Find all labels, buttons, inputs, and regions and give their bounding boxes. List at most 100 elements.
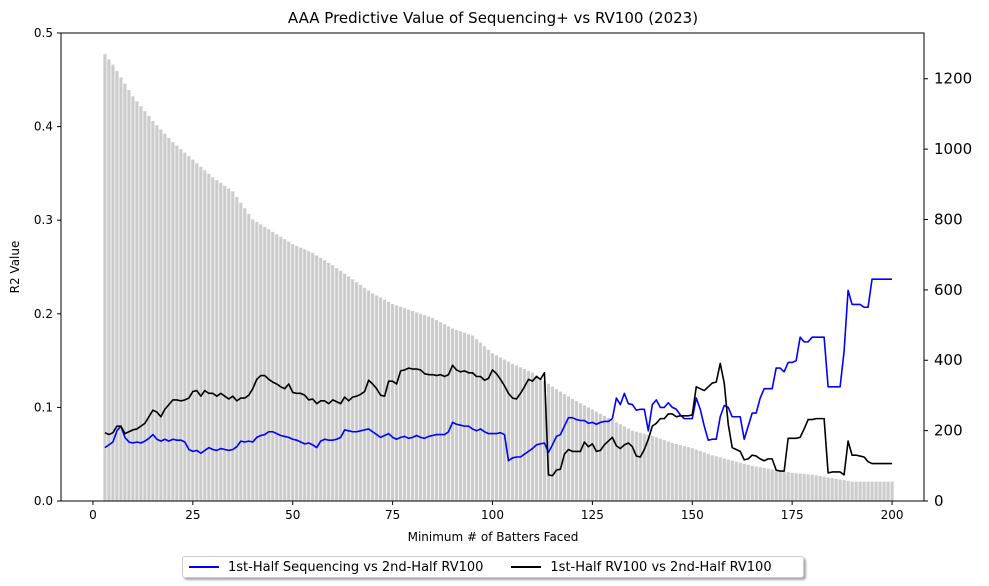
bar-87 [438,322,443,501]
bar-171 [774,470,778,501]
bar-186 [834,478,838,501]
bar-36 [235,196,239,501]
bar-120 [570,398,575,501]
bar-111 [534,375,539,501]
bar-98 [482,346,487,501]
bar-46 [275,234,279,501]
y-tick-label-5: 0.5 [34,26,53,40]
bar-166 [754,466,758,501]
bar-16 [155,125,159,502]
legend: 1st-Half Sequencing vs 2nd-Half RV100 1s… [182,556,804,578]
bar-129 [606,417,610,501]
chart-title: AAA Predictive Value of Sequencing+ vs R… [288,9,698,27]
bar-78 [403,308,407,501]
bar-86 [434,320,439,501]
bar-53 [303,249,307,501]
bar-124 [586,407,590,501]
bar-69 [367,290,371,501]
bar-25 [191,159,195,501]
bar-74 [387,301,391,501]
bar-183 [822,476,826,501]
lines-layer [104,278,893,477]
bar-28 [203,170,207,501]
bar-12 [139,106,143,501]
x-tick-label-75: 75 [385,508,400,522]
bar-132 [618,424,622,501]
bar-49 [287,241,291,501]
bar-59 [327,262,331,501]
bar-8 [123,83,127,501]
bar-34 [227,188,231,501]
bar-140 [650,435,654,501]
bar-106 [514,365,519,501]
bar-73 [383,299,387,501]
bar-108 [522,369,527,501]
bar-158 [722,458,726,501]
bar-100 [490,353,495,501]
bar-144 [666,441,670,501]
bar-141 [654,437,658,501]
bar-84 [426,316,431,501]
bar-150 [690,448,694,501]
bar-194 [866,481,870,501]
bar-48 [283,239,287,501]
bar-160 [730,460,734,501]
bar-127 [598,413,602,501]
bar-14 [147,116,151,501]
legend-swatch-sequencing [189,566,219,568]
bar-123 [582,405,586,501]
bar-5 [111,64,115,501]
bar-116 [554,389,559,501]
bar-33 [223,185,227,501]
bar-192 [858,481,862,501]
bar-37 [239,202,243,501]
bar-77 [399,306,403,501]
bar-148 [682,446,686,501]
bar-145 [670,442,674,501]
bar-175 [790,472,794,501]
bar-163 [742,463,746,501]
bar-30 [211,177,215,501]
bar-188 [842,480,846,501]
bar-94 [466,334,471,501]
bar-50 [291,244,295,502]
bar-71 [375,295,379,501]
bar-4 [107,59,111,501]
bar-99 [486,349,491,501]
legend-label-sequencing: 1st-Half Sequencing vs 2nd-Half RV100 [228,559,484,575]
bar-131 [614,422,618,501]
bar-189 [846,480,850,501]
bar-22 [179,149,183,501]
axes-layer: 0 25 50 75 100 125 150 175 200 0.0 0.1 0.2 0.3 0.4 0.5… [34,26,972,522]
bar-65 [351,279,355,501]
x-tick-label-100: 100 [481,508,504,522]
bar-60 [331,265,335,501]
bar-79 [406,309,411,501]
bar-70 [371,293,375,501]
bar-177 [798,473,802,501]
x-tick-label-0: 0 [89,508,97,522]
y-tick-label-1: 0.1 [34,400,53,414]
bar-159 [726,459,730,501]
bar-199 [886,481,890,501]
bar-75 [391,303,395,501]
bar-66 [355,282,359,501]
bar-110 [530,372,535,501]
y-tick-label-0: 0.0 [34,494,53,508]
bar-184 [826,477,830,501]
bar-6 [115,71,119,502]
y2-tick-label-400: 400 [934,351,963,369]
bar-196 [874,481,878,501]
x-axis-label: Minimum # of Batters Faced [408,530,579,544]
bar-172 [778,470,782,501]
bar-54 [307,251,311,501]
bar-185 [830,478,834,501]
legend-item-rv100: 1st-Half RV100 vs 2nd-Half RV100 [511,559,772,575]
bar-181 [814,475,818,501]
bar-143 [662,440,666,501]
bar-52 [299,247,303,501]
legend-label-rv100: 1st-Half RV100 vs 2nd-Half RV100 [550,559,772,575]
x-tick-label-25: 25 [185,508,200,522]
bar-126 [594,411,598,501]
